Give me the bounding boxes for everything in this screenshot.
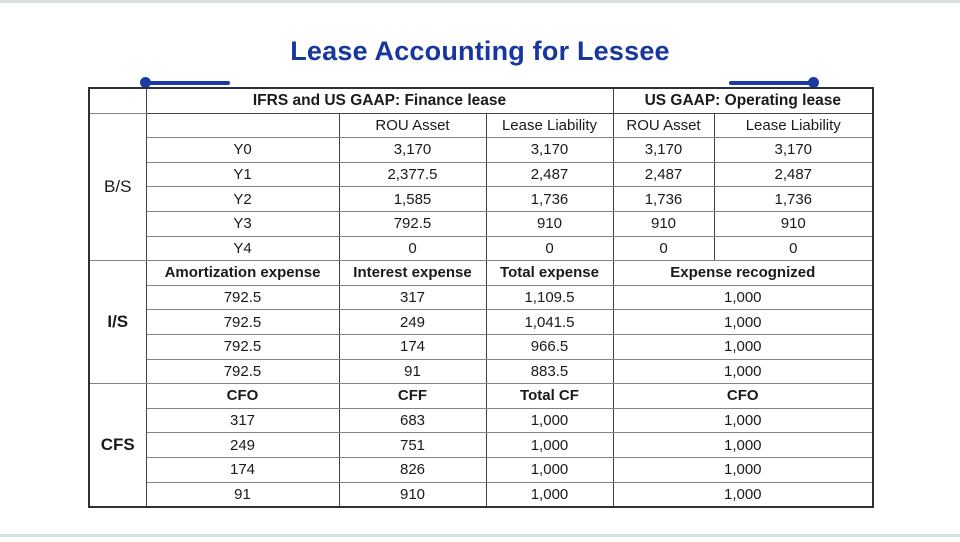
table-cell: 1,109.5	[485, 284, 614, 311]
column-header-rou-asset-operating: ROU Asset	[612, 112, 715, 139]
table-cell: 1,000	[612, 284, 874, 311]
table-cell: 0	[485, 235, 614, 262]
table-cell: 910	[713, 210, 874, 237]
table-cell: 792.5	[338, 210, 487, 237]
slide-header: Lease Accounting for Lessee	[0, 30, 960, 88]
table-cell: 792.5	[145, 358, 340, 385]
right-dot-icon	[808, 77, 819, 88]
section-label-is: I/S	[88, 260, 147, 385]
table-cell: 1,736	[713, 186, 874, 212]
table-cell: 910	[612, 210, 715, 237]
column-header-interest-expense: Interest expense	[338, 260, 487, 286]
table-cell: 826	[338, 456, 487, 483]
title-right-decoration	[729, 77, 819, 88]
table-cell: 3,170	[338, 137, 487, 163]
title-left-decoration	[140, 77, 230, 88]
table-cell: 0	[713, 235, 874, 262]
table-row: 792.5 249 1,041.5 1,000	[89, 309, 874, 335]
table-row: 249 751 1,000 1,000	[89, 432, 874, 458]
row-label: Y4	[145, 235, 340, 262]
table-cell: 91	[145, 481, 340, 508]
table-cell: 966.5	[485, 333, 614, 360]
table-cell: 1,000	[612, 432, 874, 458]
table-cell: 883.5	[485, 358, 614, 385]
row-label: Y2	[145, 186, 340, 212]
column-group-operating-lease: US GAAP: Operating lease	[612, 87, 874, 114]
table-cell: 1,585	[338, 186, 487, 212]
row-label: Y1	[145, 161, 340, 188]
column-header-lease-liability-operating: Lease Liability	[713, 112, 874, 139]
table-cell: 910	[485, 210, 614, 237]
table-cell: 1,000	[612, 407, 874, 434]
section-label-cfs: CFS	[88, 383, 147, 508]
table-cell: 1,000	[612, 358, 874, 385]
table-cell: 683	[338, 407, 487, 434]
table-cell: 249	[145, 432, 340, 458]
table-row: Y3 792.5 910 910 910	[89, 210, 874, 237]
column-header-cfo-operating: CFO	[612, 383, 874, 409]
column-header-total-cf: Total CF	[485, 383, 614, 409]
table-cell: 3,170	[713, 137, 874, 163]
row-label: Y0	[145, 137, 340, 163]
lease-accounting-table: IFRS and US GAAP: Finance lease US GAAP:…	[88, 87, 875, 509]
table-row: 317 683 1,000 1,000	[89, 407, 874, 434]
table-cell: 174	[145, 456, 340, 483]
column-header-rou-asset-finance: ROU Asset	[338, 112, 487, 139]
table-cell: 1,736	[485, 186, 614, 212]
table-cell: 1,000	[612, 481, 874, 508]
table-cell: 1,000	[612, 456, 874, 483]
table-cell: 2,487	[485, 161, 614, 188]
table-cell: 792.5	[145, 333, 340, 360]
table-cell: 174	[338, 333, 487, 360]
table-cell: 317	[338, 284, 487, 311]
table-row: Y0 3,170 3,170 3,170 3,170	[89, 137, 874, 163]
table-cell: 0	[612, 235, 715, 262]
page-title: Lease Accounting for Lessee	[290, 36, 670, 66]
table-cell: 751	[338, 432, 487, 458]
table-cell: 3,170	[612, 137, 715, 163]
table-cell: 1,000	[612, 309, 874, 335]
table-row: 792.5 317 1,109.5 1,000	[89, 284, 874, 311]
table-row: 91 910 1,000 1,000	[89, 481, 874, 508]
slide-bottom-border	[0, 534, 960, 537]
section-label-bs: B/S	[88, 112, 147, 262]
table-cell: 1,000	[485, 432, 614, 458]
table-row: 792.5 91 883.5 1,000	[89, 358, 874, 385]
table-cell: 792.5	[145, 309, 340, 335]
table-row: Y1 2,377.5 2,487 2,487 2,487	[89, 161, 874, 188]
table-cell: 2,487	[612, 161, 715, 188]
table-row: Y2 1,585 1,736 1,736 1,736	[89, 186, 874, 212]
table-cell: 1,041.5	[485, 309, 614, 335]
table-cell: 2,377.5	[338, 161, 487, 188]
column-header-amortization-expense: Amortization expense	[145, 260, 340, 286]
left-line-icon	[144, 81, 230, 85]
column-header-total-expense: Total expense	[485, 260, 614, 286]
row-label: Y3	[145, 210, 340, 237]
table-cell: 0	[338, 235, 487, 262]
table-cell: 1,000	[612, 333, 874, 360]
table-cell: 1,000	[485, 407, 614, 434]
corner-blank-cell	[88, 87, 147, 114]
table-cell: 249	[338, 309, 487, 335]
table-cell: 910	[338, 481, 487, 508]
table-cell: 2,487	[713, 161, 874, 188]
column-group-finance-lease: IFRS and US GAAP: Finance lease	[145, 87, 614, 114]
table-cell: 1,000	[485, 456, 614, 483]
slide-top-border	[0, 0, 960, 3]
table-row: 174 826 1,000 1,000	[89, 456, 874, 483]
table-cell: 792.5	[145, 284, 340, 311]
column-header-cfo: CFO	[145, 383, 340, 409]
column-header-cff: CFF	[338, 383, 487, 409]
table-cell: 1,000	[485, 481, 614, 508]
table-cell: 91	[338, 358, 487, 385]
column-header-expense-recognized: Expense recognized	[612, 260, 874, 286]
table-cell: 3,170	[485, 137, 614, 163]
table-row: 792.5 174 966.5 1,000	[89, 333, 874, 360]
column-header-lease-liability-finance: Lease Liability	[485, 112, 614, 139]
right-line-icon	[729, 81, 815, 85]
table-cell: 317	[145, 407, 340, 434]
table-cell: 1,736	[612, 186, 715, 212]
table-row: Y4 0 0 0 0	[89, 235, 874, 262]
blank-cell	[145, 112, 340, 139]
